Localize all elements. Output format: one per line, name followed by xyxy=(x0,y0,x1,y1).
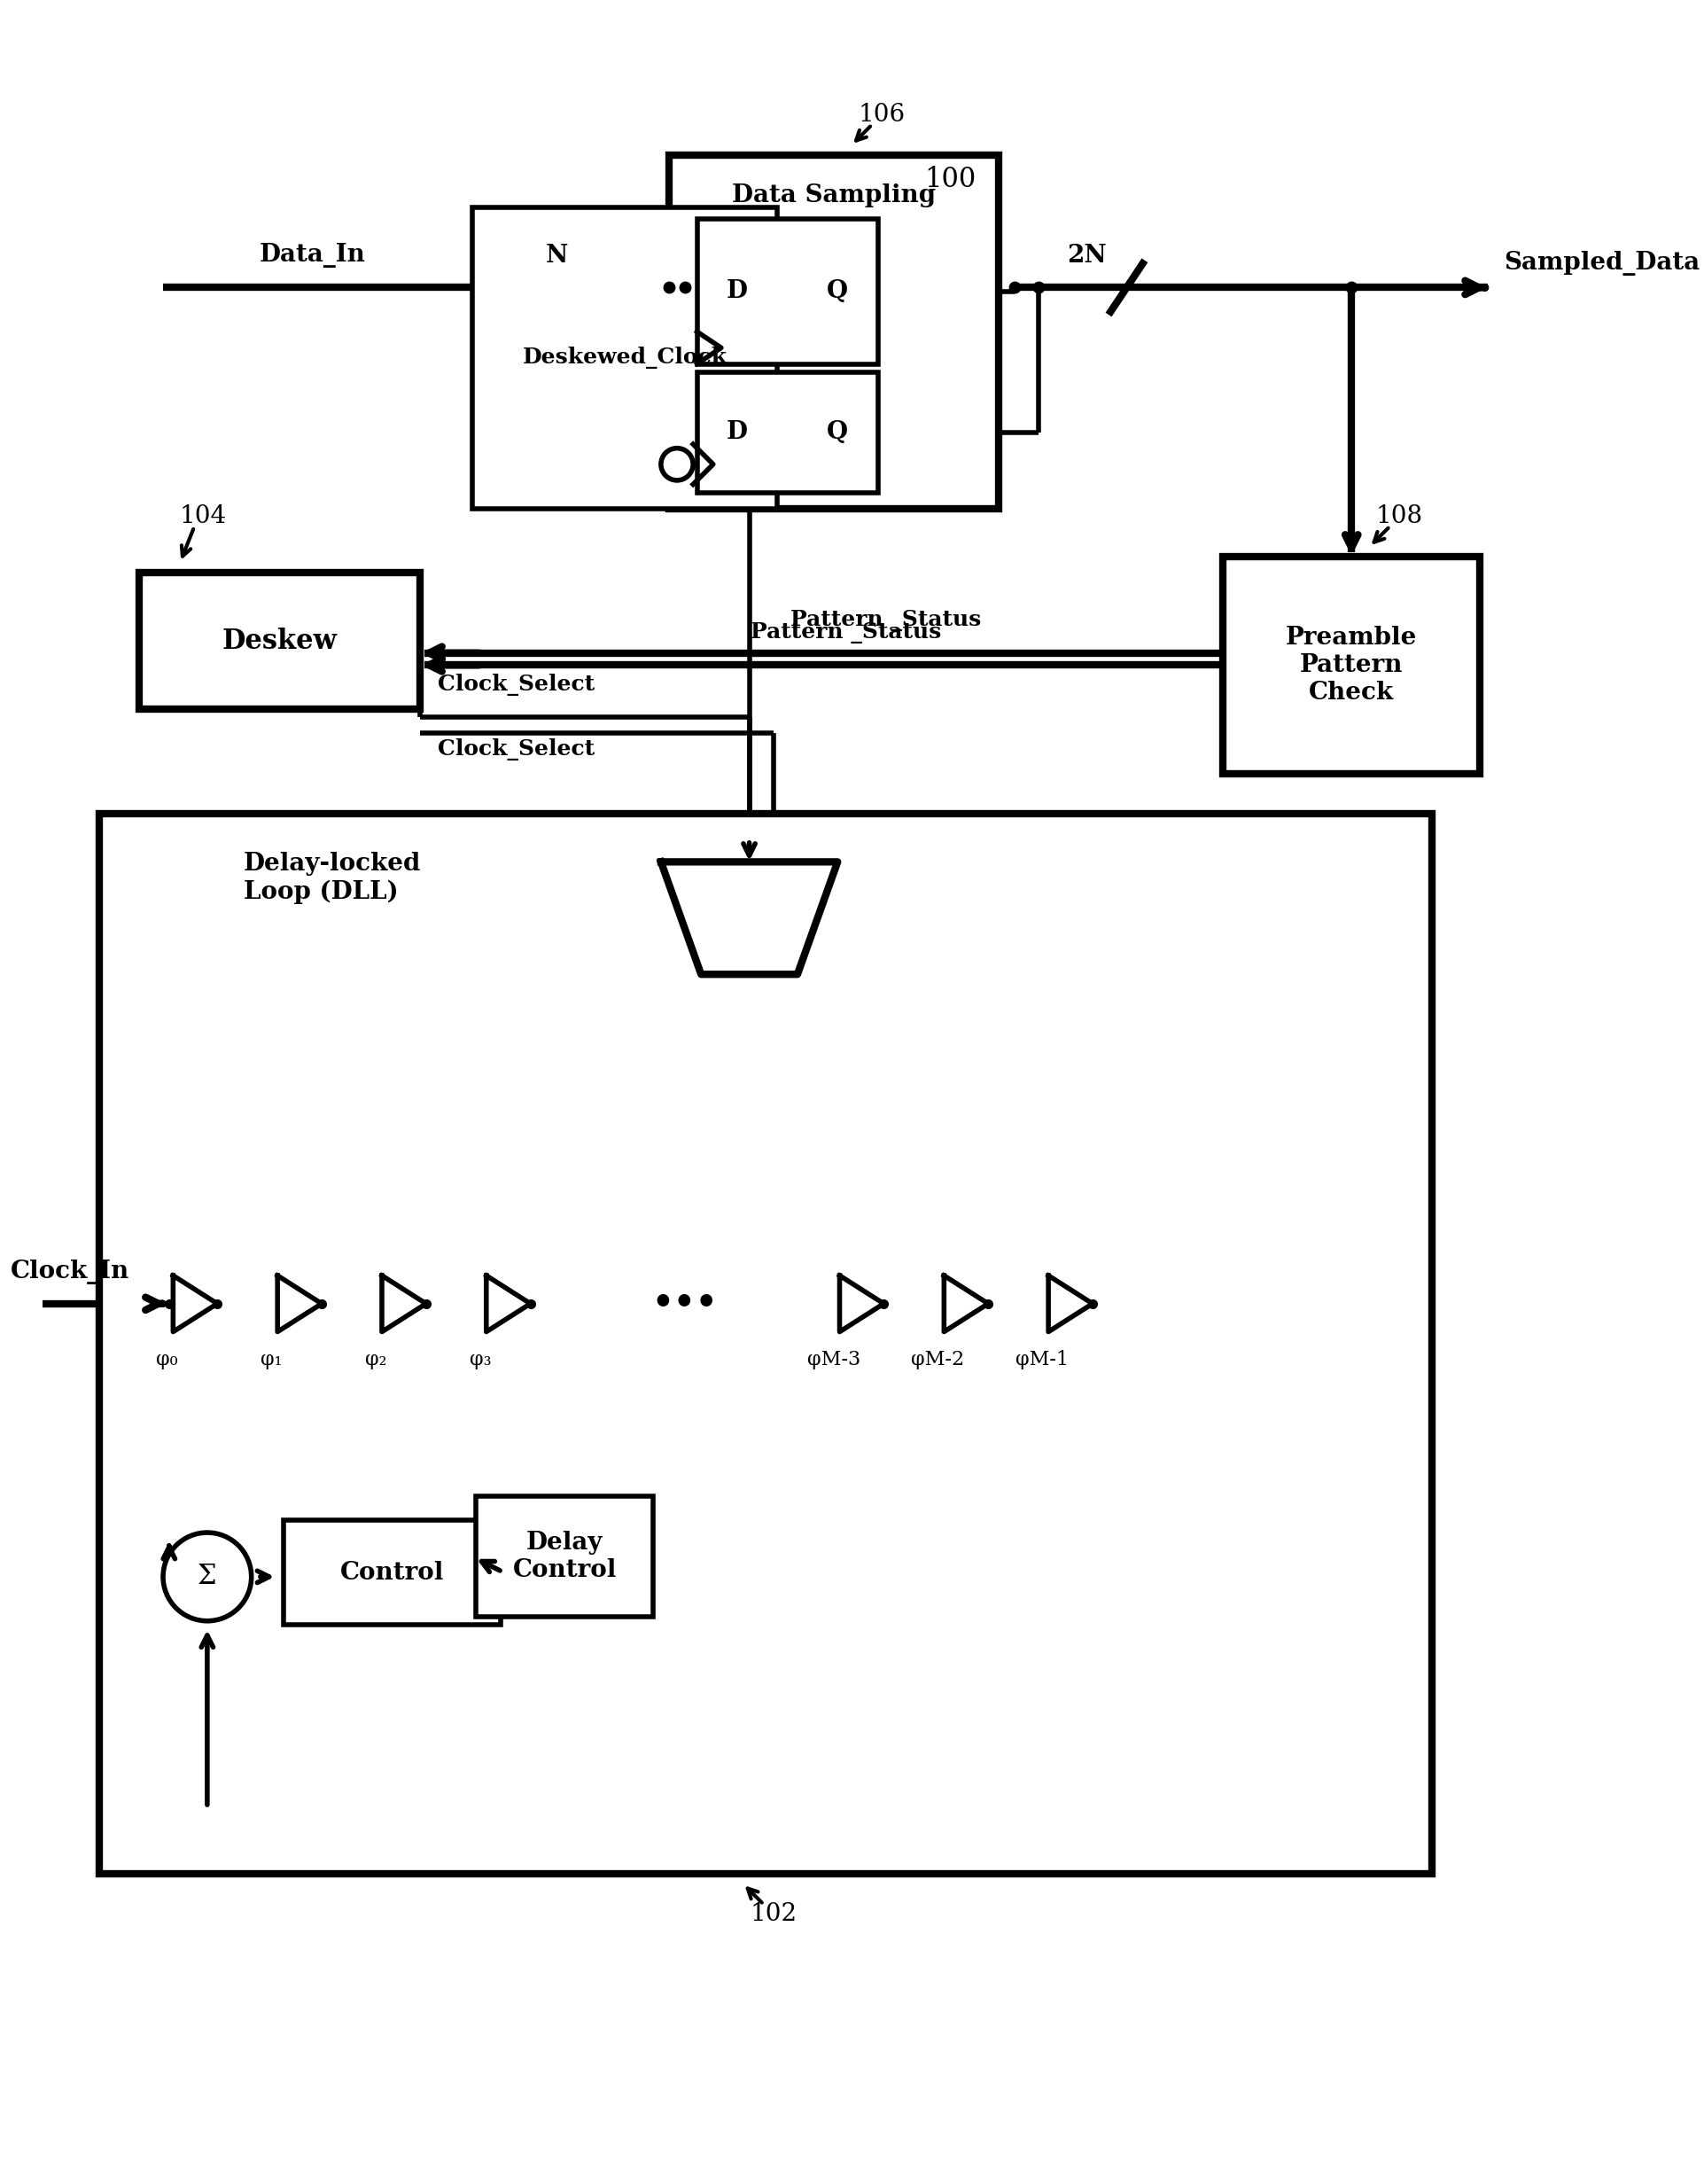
Text: Delay
Control: Delay Control xyxy=(513,1531,617,1583)
Text: φM-1: φM-1 xyxy=(1016,1350,1068,1369)
Text: φ₀: φ₀ xyxy=(157,1350,177,1369)
Text: D: D xyxy=(726,419,748,443)
Polygon shape xyxy=(838,1275,883,1332)
Text: 106: 106 xyxy=(857,103,905,127)
Bar xyxy=(283,1520,499,1625)
Polygon shape xyxy=(944,1275,988,1332)
Text: 2N: 2N xyxy=(1067,242,1106,266)
Text: 108: 108 xyxy=(1375,505,1423,529)
Polygon shape xyxy=(486,1275,530,1332)
Text: •••: ••• xyxy=(651,1286,717,1321)
Text: φM-3: φM-3 xyxy=(806,1350,861,1369)
Bar xyxy=(1222,557,1479,773)
Bar xyxy=(697,218,878,365)
Text: Sampled_Data: Sampled_Data xyxy=(1503,251,1699,275)
Text: Pattern _Status: Pattern _Status xyxy=(750,622,941,644)
Text: Deskew: Deskew xyxy=(222,627,337,655)
Text: Preamble
Pattern
Check: Preamble Pattern Check xyxy=(1285,625,1416,705)
Text: Clock_Select: Clock_Select xyxy=(438,738,595,760)
Text: 102: 102 xyxy=(750,1902,796,1926)
Text: 104: 104 xyxy=(179,505,227,529)
Text: Delay-locked
Loop (DLL): Delay-locked Loop (DLL) xyxy=(244,852,421,904)
Text: φM-2: φM-2 xyxy=(912,1350,964,1369)
Polygon shape xyxy=(661,863,837,974)
Text: Clock_Select: Clock_Select xyxy=(438,675,595,697)
Text: Pattern _Status: Pattern _Status xyxy=(791,609,980,631)
Bar xyxy=(140,572,419,710)
Bar xyxy=(668,155,997,509)
Text: φ₁: φ₁ xyxy=(261,1350,283,1369)
Text: Q: Q xyxy=(826,419,849,443)
Text: Data_In: Data_In xyxy=(259,242,365,269)
Text: Q: Q xyxy=(826,280,849,304)
Bar xyxy=(697,371,878,491)
Text: φ₂: φ₂ xyxy=(365,1350,387,1369)
Polygon shape xyxy=(382,1275,426,1332)
Polygon shape xyxy=(278,1275,322,1332)
Text: 100: 100 xyxy=(924,166,975,192)
Text: Control: Control xyxy=(339,1562,443,1586)
Polygon shape xyxy=(1048,1275,1092,1332)
Text: Data Sampling: Data Sampling xyxy=(731,183,935,207)
Text: Σ: Σ xyxy=(198,1564,216,1590)
Bar xyxy=(472,207,777,509)
Bar xyxy=(99,815,1431,1874)
Text: φ₃: φ₃ xyxy=(469,1350,491,1369)
Text: D: D xyxy=(726,280,748,304)
Text: Clock_In: Clock_In xyxy=(10,1260,130,1284)
Text: Deskewed_Clock: Deskewed_Clock xyxy=(521,347,728,369)
Text: N: N xyxy=(545,242,567,266)
Bar xyxy=(475,1496,653,1616)
Polygon shape xyxy=(174,1275,216,1332)
